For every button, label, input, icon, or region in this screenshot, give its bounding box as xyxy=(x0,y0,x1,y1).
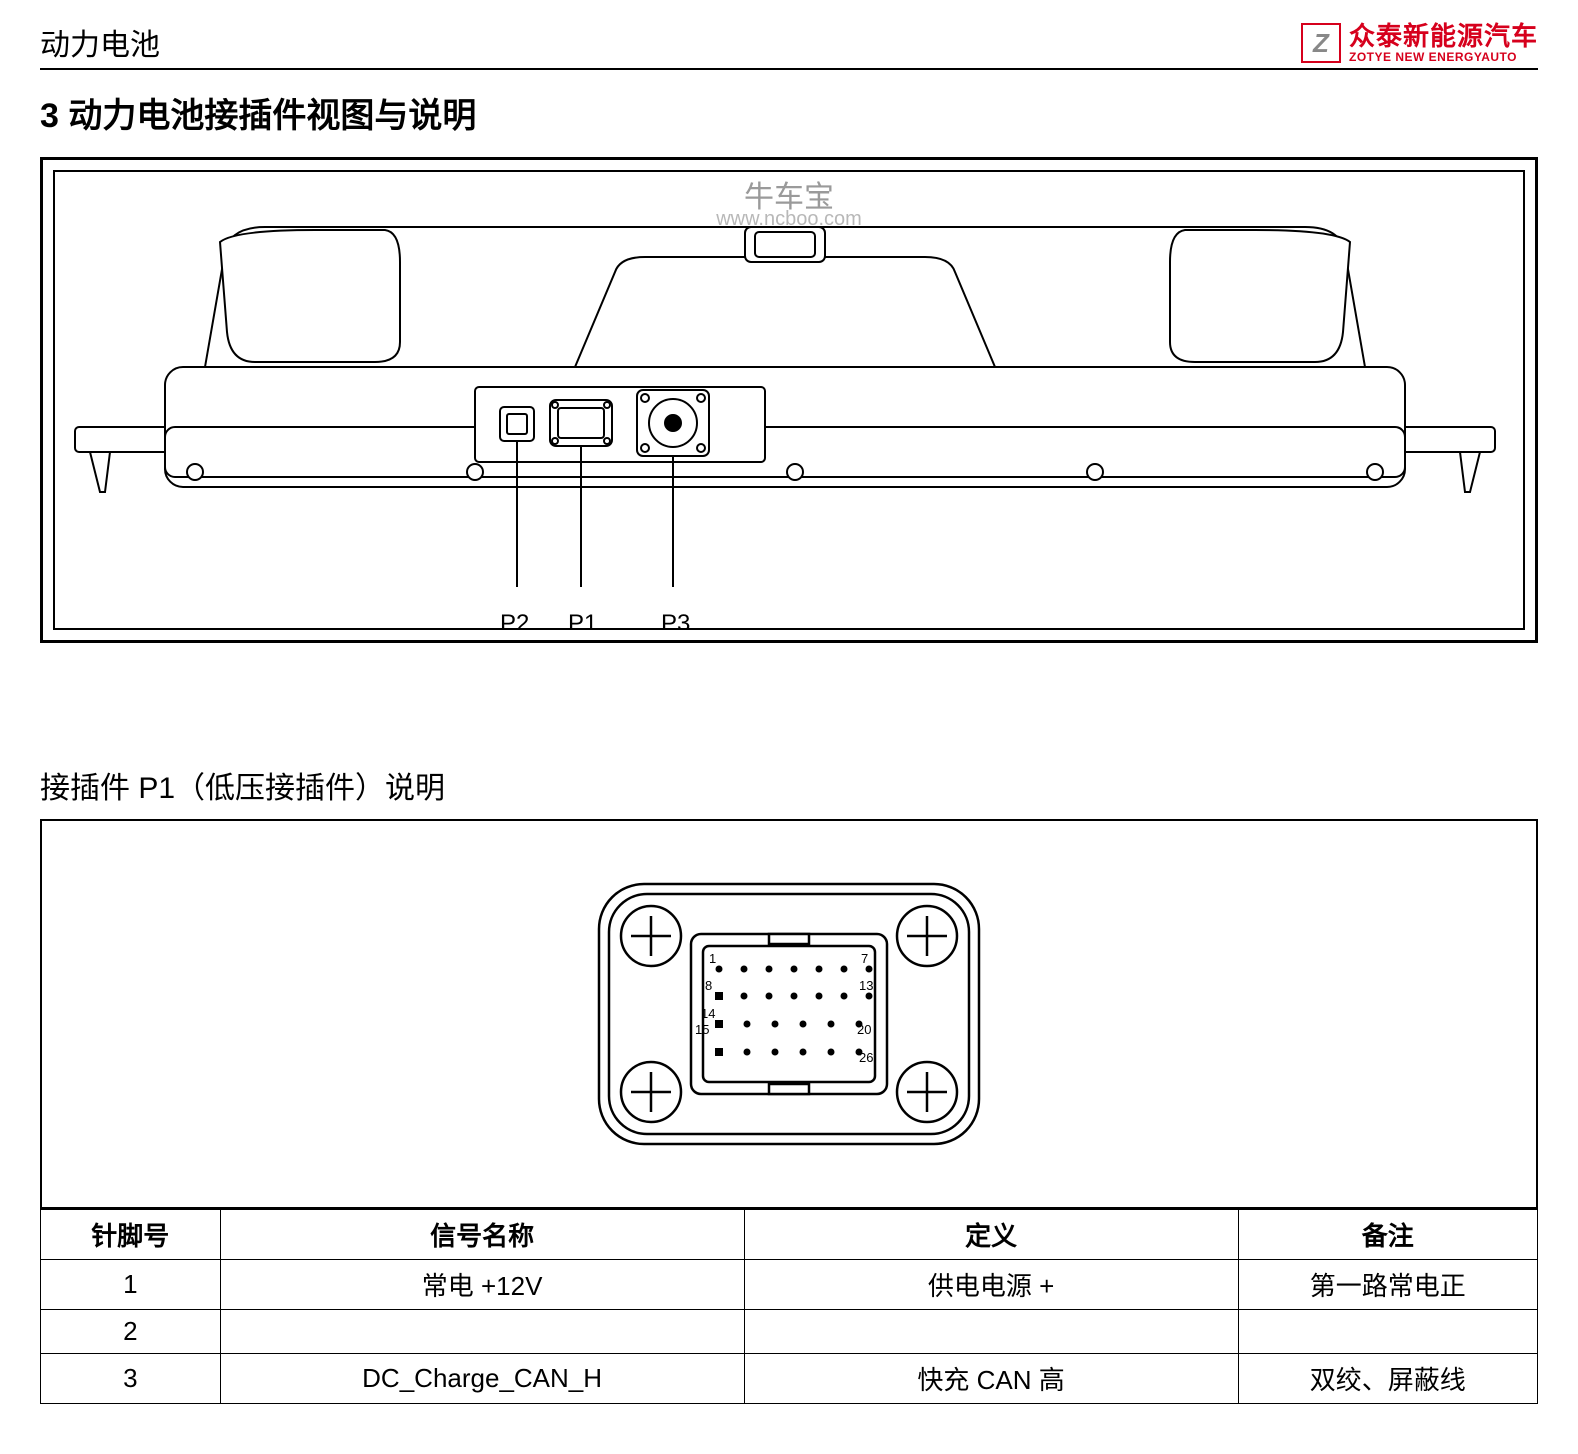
cell-note xyxy=(1238,1310,1537,1354)
col-pin-header: 针脚号 xyxy=(41,1210,221,1260)
brand-cn: 众泰新能源汽车 xyxy=(1349,22,1538,51)
cell-def xyxy=(744,1310,1238,1354)
svg-text:15: 15 xyxy=(695,1022,709,1037)
brand-text: 众泰新能源汽车 ZOTYE NEW ENERGYAUTO xyxy=(1349,22,1538,64)
svg-text:26: 26 xyxy=(859,1050,873,1065)
svg-text:1: 1 xyxy=(709,951,716,966)
cell-pin: 2 xyxy=(41,1310,221,1354)
cell-pin: 3 xyxy=(41,1354,221,1404)
cell-sig xyxy=(220,1310,744,1354)
section-title: 3 动力电池接插件视图与说明 xyxy=(40,88,1538,137)
connector-p1-diagram-icon: 1 7 8 13 1415 20 26 xyxy=(579,864,999,1164)
battery-diagram-icon xyxy=(55,172,1515,630)
pin-table-body: 1 常电 +12V 供电电源 + 第一路常电正 2 3 DC_Charge_CA… xyxy=(41,1260,1538,1404)
cell-sig: DC_Charge_CAN_H xyxy=(220,1354,744,1404)
connector-subtitle: 接插件 P1（低压接插件）说明 xyxy=(40,763,1538,807)
svg-text:13: 13 xyxy=(859,978,873,993)
svg-text:20: 20 xyxy=(857,1022,871,1037)
brand-en: ZOTYE NEW ENERGYAUTO xyxy=(1349,51,1538,64)
header-left-title: 动力电池 xyxy=(40,20,160,64)
cell-def: 供电电源 + xyxy=(744,1260,1238,1310)
table-row: 1 常电 +12V 供电电源 + 第一路常电正 xyxy=(41,1260,1538,1310)
figure-outer-frame: 牛车宝 www.ncboo.com xyxy=(40,157,1538,643)
svg-text:7: 7 xyxy=(861,951,868,966)
svg-text:14: 14 xyxy=(701,1006,715,1021)
table-row: 2 xyxy=(41,1310,1538,1354)
col-signal-header: 信号名称 xyxy=(220,1210,744,1260)
cell-def: 快充 CAN 高 xyxy=(744,1354,1238,1404)
watermark-en: www.ncboo.com xyxy=(716,208,862,231)
cell-pin: 1 xyxy=(41,1260,221,1310)
page-header: 动力电池 Z 众泰新能源汽车 ZOTYE NEW ENERGYAUTO xyxy=(40,20,1538,70)
header-brand: Z 众泰新能源汽车 ZOTYE NEW ENERGYAUTO xyxy=(1301,22,1538,64)
brand-logo-icon: Z xyxy=(1301,23,1341,63)
cell-note: 双绞、屏蔽线 xyxy=(1238,1354,1537,1404)
col-def-header: 定义 xyxy=(744,1210,1238,1260)
connector-frame: 1 7 8 13 1415 20 26 xyxy=(40,819,1538,1209)
cell-sig: 常电 +12V xyxy=(220,1260,744,1310)
table-row: 3 DC_Charge_CAN_H 快充 CAN 高 双绞、屏蔽线 xyxy=(41,1354,1538,1404)
table-header-row: 针脚号 信号名称 定义 备注 xyxy=(41,1210,1538,1260)
col-note-header: 备注 xyxy=(1238,1210,1537,1260)
callout-p1: P1 xyxy=(568,610,597,630)
cell-note: 第一路常电正 xyxy=(1238,1260,1537,1310)
callout-p3: P3 xyxy=(661,610,690,630)
pin-table: 针脚号 信号名称 定义 备注 1 常电 +12V 供电电源 + 第一路常电正 2… xyxy=(40,1209,1538,1404)
figure-inner-frame: 牛车宝 www.ncboo.com xyxy=(53,170,1525,630)
svg-text:8: 8 xyxy=(705,978,712,993)
callout-p2: P2 xyxy=(500,610,529,630)
